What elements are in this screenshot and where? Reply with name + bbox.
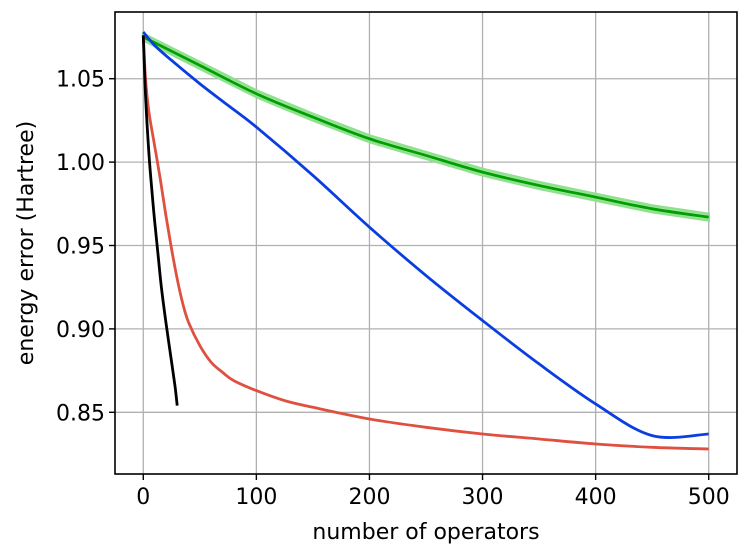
x-tick-label: 500 — [688, 485, 730, 510]
series-layer — [141, 31, 710, 451]
plot-frame — [114, 11, 738, 475]
grid-layer — [115, 12, 737, 474]
x-tick-label: 200 — [348, 485, 390, 510]
y-tick-label: 1.05 — [56, 68, 105, 93]
series-0-line — [142, 35, 709, 219]
tick-layer: 0 100 200 300 400 500 0.85 0.90 0.95 1.00 1.05 — [56, 68, 730, 510]
y-tick-label: 0.90 — [56, 318, 105, 343]
series-0-band — [142, 31, 710, 222]
series-2-line — [141, 35, 709, 451]
x-tick-label: 400 — [575, 485, 617, 510]
series-3-line — [141, 35, 179, 406]
x-tick-label: 100 — [235, 485, 277, 510]
x-tick-label: 0 — [136, 485, 150, 510]
y-tick-label: 0.95 — [56, 235, 105, 260]
x-axis-label: number of operators — [312, 520, 539, 545]
y-tick-label: 1.00 — [56, 151, 105, 176]
series-1-line — [142, 31, 709, 439]
x-tick-label: 300 — [462, 485, 504, 510]
y-axis-label: energy error (Hartree) — [14, 121, 39, 365]
y-tick-label: 0.85 — [56, 401, 105, 426]
